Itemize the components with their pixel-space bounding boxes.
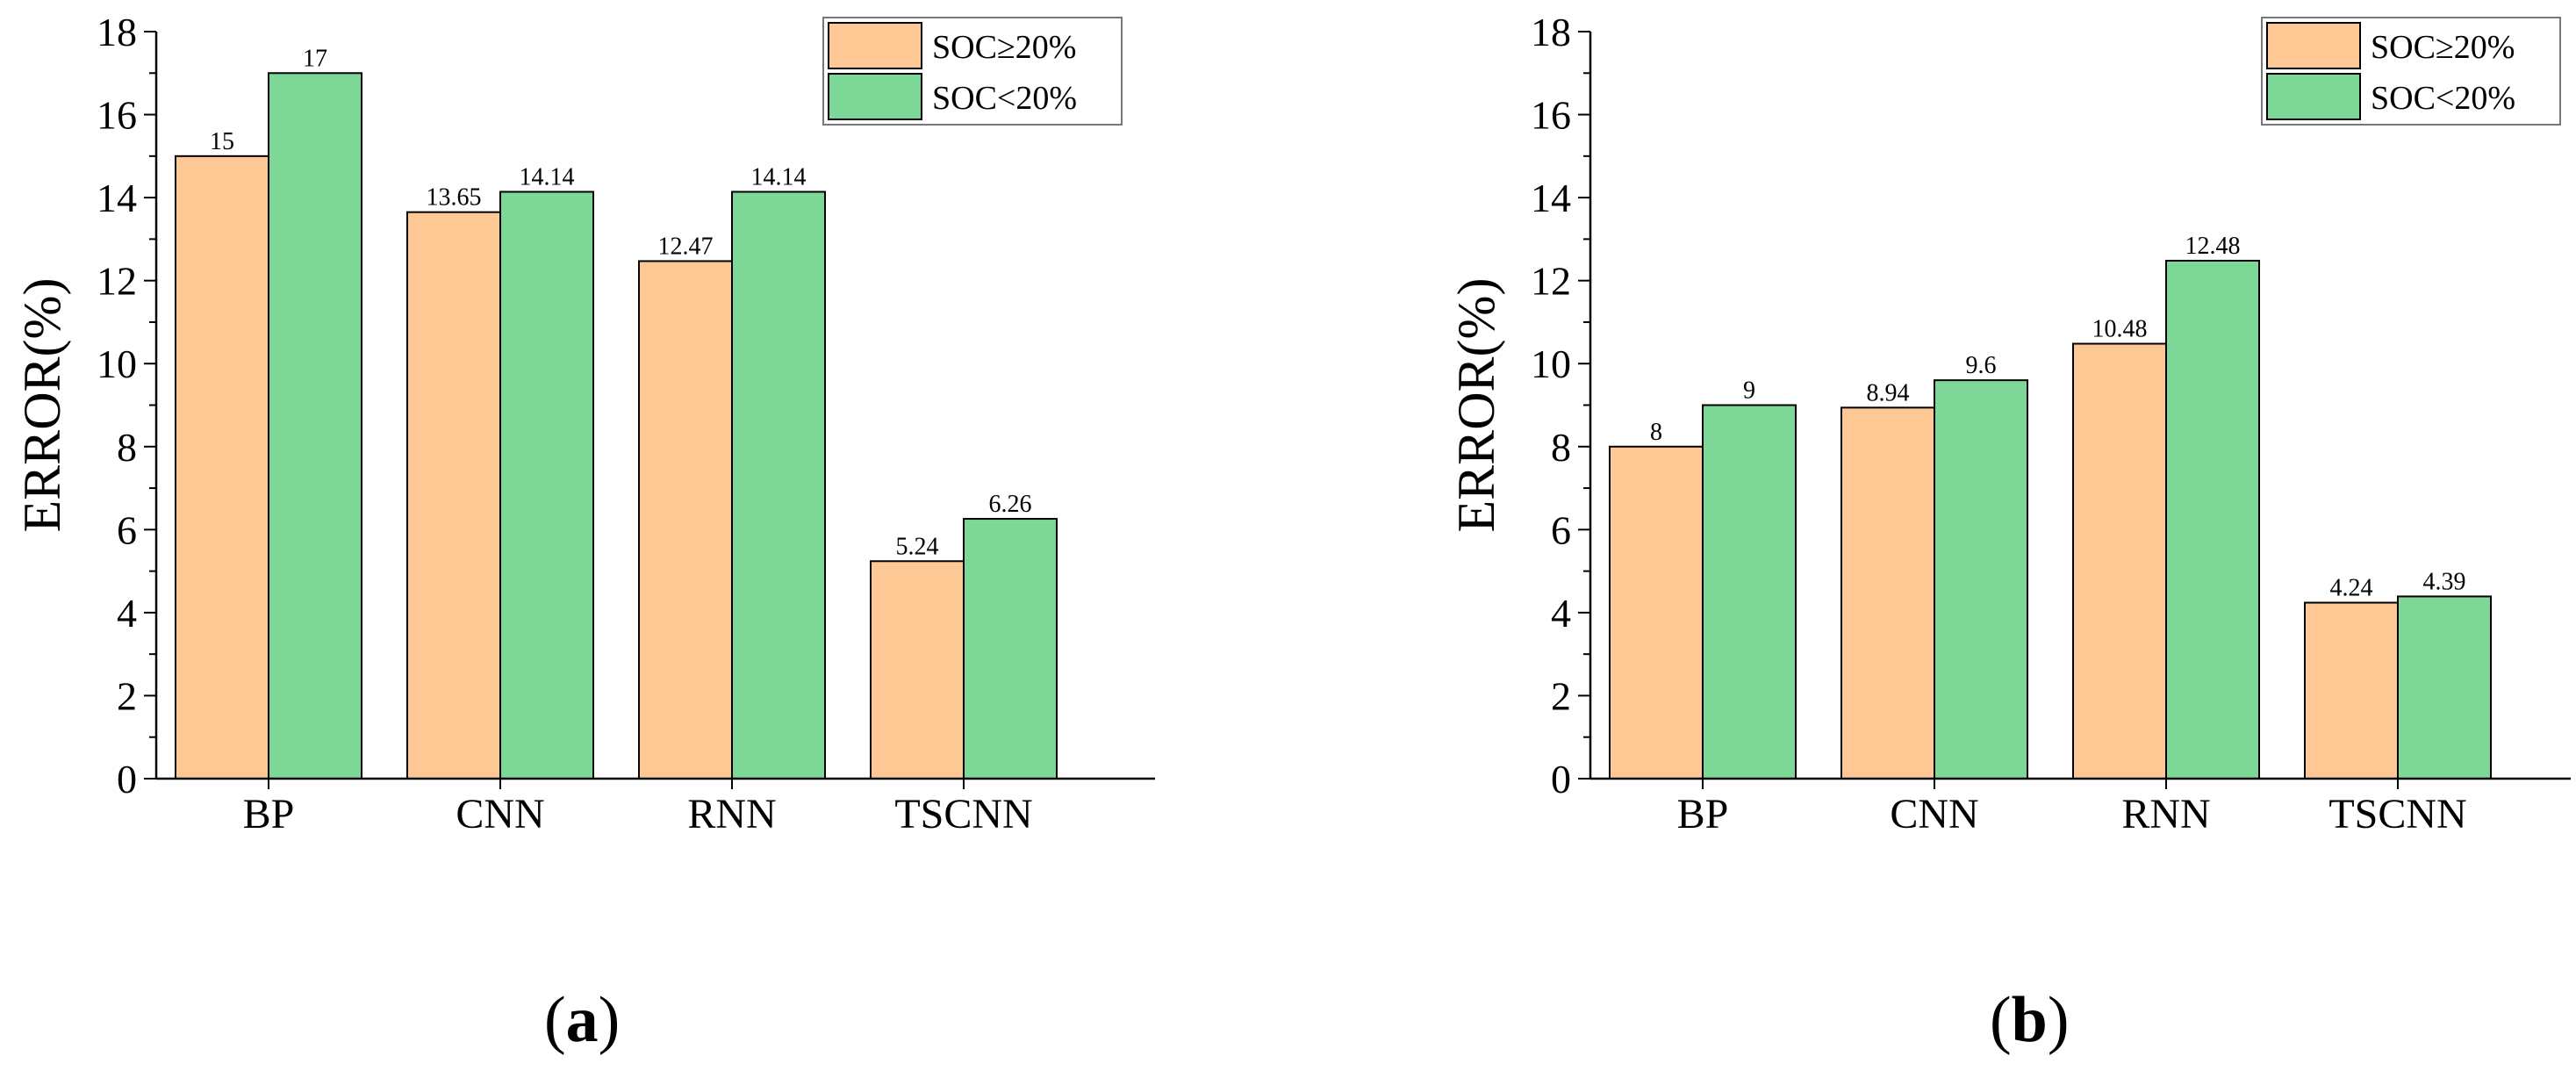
y-axis-label-b: ERROR(%) <box>1447 278 1505 533</box>
bar-b-bp-series1 <box>1609 445 1704 780</box>
y-tick-label-b-6: 6 <box>1551 507 1571 552</box>
panel-label-b-letter: b <box>2011 984 2048 1056</box>
y-tick-label-a-6: 6 <box>117 507 137 552</box>
legend-swatch-b-series1 <box>2266 22 2361 69</box>
bar-a-cnn-series1 <box>406 211 501 780</box>
value-label-a-cnn-series1: 13.65 <box>427 184 482 212</box>
y-tick-label-a-4: 4 <box>117 591 137 636</box>
value-label-a-rnn-series2: 14.14 <box>751 163 807 190</box>
value-label-b-rnn-series2: 12.48 <box>2185 233 2241 260</box>
bar-b-rnn-series2 <box>2165 259 2260 780</box>
y-tick-label-b-4: 4 <box>1551 591 1571 636</box>
y-tick-label-a-16: 16 <box>97 93 137 138</box>
y-tick-label-a-8: 8 <box>117 425 137 470</box>
value-label-a-bp-series1: 15 <box>210 128 234 155</box>
legend-label-b-series2: SOC<20% <box>2371 80 2515 117</box>
panel-label-a: (a) <box>544 984 621 1056</box>
bar-a-tscnn-series2 <box>963 518 1058 780</box>
value-label-b-bp-series2: 9 <box>1743 377 1755 405</box>
y-tick-label-b-12: 12 <box>1531 259 1571 304</box>
legend-swatch-a-series1 <box>828 22 922 69</box>
y-axis-label-a: ERROR(%) <box>13 278 71 533</box>
value-label-a-tscnn-series1: 5.24 <box>896 533 939 560</box>
y-tick-label-b-18: 18 <box>1531 10 1571 54</box>
value-label-b-tscnn-series1: 4.24 <box>2330 575 2373 602</box>
legend-label-a-series2: SOC<20% <box>932 80 1077 117</box>
bar-b-tscnn-series1 <box>2304 601 2399 780</box>
y-tick-label-b-0: 0 <box>1551 757 1571 801</box>
y-tick-label-a-10: 10 <box>97 341 137 386</box>
value-label-b-cnn-series2: 9.6 <box>1966 352 1997 379</box>
x-tick-label-a-rnn: RNN <box>687 791 776 837</box>
chart-panel-a: 15 17 BP 13.65 14.14 CNN 12.47 14.14 RNN 5.24 6.26… <box>13 10 1155 1056</box>
bar-b-bp-series2 <box>1702 404 1797 780</box>
x-tick-label-a-cnn: CNN <box>456 791 544 837</box>
bar-b-rnn-series1 <box>2072 342 2167 780</box>
value-label-b-tscnn-series2: 4.39 <box>2423 568 2466 595</box>
y-tick-label-b-8: 8 <box>1551 425 1571 470</box>
value-label-a-tscnn-series2: 6.26 <box>989 491 1032 518</box>
y-tick-label-b-2: 2 <box>1551 673 1571 718</box>
bar-chart-a: 15 17 BP 13.65 14.14 CNN 12.47 14.14 RNN 5.24 6.26… <box>13 10 1155 837</box>
bar-a-bp-series1 <box>175 154 269 780</box>
panel-label-b: (b) <box>1990 984 2070 1056</box>
bar-a-cnn-series2 <box>499 190 594 780</box>
bar-a-rnn-series1 <box>638 260 733 780</box>
chart-panel-b: 8 9 BP 8.94 9.6 CNN 10.48 12.48 RNN 4.24 4.39 TSCNN… <box>1288 0 2575 1085</box>
x-tick-label-b-rnn: RNN <box>2121 791 2210 837</box>
bar-chart-b: 8 9 BP 8.94 9.6 CNN 10.48 12.48 RNN 4.24 4.39 TSCNN… <box>1447 10 2571 837</box>
y-tick-label-b-16: 16 <box>1531 93 1571 138</box>
y-tick-label-a-2: 2 <box>117 673 137 718</box>
x-tick-label-b-bp: BP <box>1677 791 1729 837</box>
value-label-b-cnn-series1: 8.94 <box>1867 379 1910 406</box>
legend-swatch-a-series2 <box>828 73 922 120</box>
y-tick-label-a-14: 14 <box>97 176 137 220</box>
y-tick-label-a-0: 0 <box>117 757 137 801</box>
x-tick-label-a-bp: BP <box>243 791 295 837</box>
x-tick-label-b-tscnn: TSCNN <box>2328 791 2466 837</box>
value-label-a-bp-series2: 17 <box>303 45 327 72</box>
y-tick-label-a-12: 12 <box>97 259 137 304</box>
bar-a-tscnn-series1 <box>870 560 965 780</box>
legend-label-a-series1: SOC≥20% <box>932 29 1076 66</box>
bar-a-rnn-series2 <box>731 190 826 780</box>
legend-label-b-series1: SOC≥20% <box>2371 29 2515 66</box>
value-label-b-rnn-series1: 10.48 <box>2092 316 2148 343</box>
bar-a-bp-series2 <box>268 72 362 780</box>
x-tick-label-b-cnn: CNN <box>1890 791 1978 837</box>
panel-label-a-letter: a <box>565 984 599 1056</box>
bar-b-cnn-series2 <box>1934 379 2028 780</box>
bar-b-tscnn-series2 <box>2397 595 2492 780</box>
y-tick-label-a-18: 18 <box>97 10 137 54</box>
y-tick-label-b-14: 14 <box>1531 176 1571 220</box>
value-label-a-cnn-series2: 14.14 <box>520 163 575 190</box>
x-tick-label-a-tscnn: TSCNN <box>894 791 1032 837</box>
y-tick-label-b-10: 10 <box>1531 341 1571 386</box>
value-label-a-rnn-series1: 12.47 <box>658 233 714 260</box>
value-label-b-bp-series1: 8 <box>1650 419 1662 446</box>
bar-b-cnn-series1 <box>1841 406 1935 780</box>
legend-swatch-b-series2 <box>2266 73 2361 120</box>
